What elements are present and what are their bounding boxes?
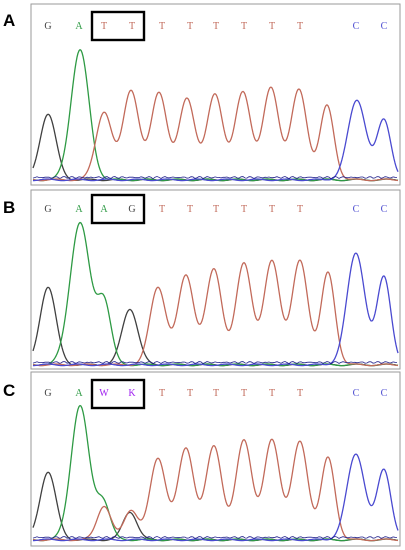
base-call: C <box>381 21 388 32</box>
panel-c-highlight-box <box>90 378 146 410</box>
base-call: T <box>187 21 193 32</box>
panel-c-traces <box>32 404 399 542</box>
base-call: T <box>269 388 275 399</box>
panel-b-frame <box>30 189 401 370</box>
base-call: T <box>269 204 275 215</box>
base-call: T <box>297 204 303 215</box>
trace-C <box>33 99 399 182</box>
base-call: T <box>159 204 165 215</box>
panel-b-traces <box>32 221 399 367</box>
base-call: T <box>241 21 247 32</box>
base-call: C <box>381 204 388 215</box>
base-call: G <box>44 388 51 399</box>
trace-C <box>33 252 399 367</box>
base-call: K <box>128 388 136 399</box>
trace-baseline <box>32 176 398 180</box>
trace-baseline <box>32 536 398 540</box>
base-call: C <box>353 388 360 399</box>
base-call: T <box>213 204 219 215</box>
trace-C <box>33 453 399 542</box>
base-call: T <box>241 388 247 399</box>
panel-label-c: C <box>3 381 15 400</box>
base-call: A <box>100 204 108 215</box>
base-call: T <box>187 204 193 215</box>
panel-a-highlight-box <box>90 10 146 42</box>
trace-T <box>32 259 399 367</box>
base-call: T <box>297 388 303 399</box>
base-call: T <box>159 388 165 399</box>
trace-T <box>32 438 399 542</box>
panel-label-b: B <box>3 198 15 217</box>
base-call: G <box>44 21 51 32</box>
base-call: W <box>99 388 109 399</box>
base-call: A <box>75 21 83 32</box>
trace-T <box>32 86 399 182</box>
base-call: T <box>241 204 247 215</box>
base-call: T <box>159 21 165 32</box>
panel-b-highlight-box <box>90 193 146 225</box>
panel-a-traces <box>32 49 399 182</box>
base-call: T <box>297 21 303 32</box>
panel-label-a: A <box>3 11 15 30</box>
trace-baseline <box>32 361 398 365</box>
base-call: T <box>213 21 219 32</box>
base-call: G <box>128 204 135 215</box>
base-call: C <box>353 204 360 215</box>
base-call: C <box>353 21 360 32</box>
base-call: A <box>75 388 83 399</box>
base-call: T <box>129 21 135 32</box>
base-call: T <box>269 21 275 32</box>
base-call: T <box>101 21 107 32</box>
base-call: C <box>381 388 388 399</box>
base-call: T <box>213 388 219 399</box>
base-call: A <box>75 204 83 215</box>
base-call: T <box>187 388 193 399</box>
base-call: G <box>44 204 51 215</box>
